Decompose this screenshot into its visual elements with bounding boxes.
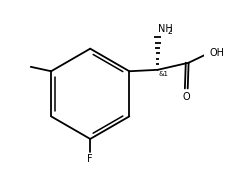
- Text: &1: &1: [158, 71, 168, 77]
- Text: O: O: [182, 92, 190, 102]
- Text: F: F: [87, 154, 93, 164]
- Text: NH: NH: [158, 24, 172, 34]
- Text: 2: 2: [167, 27, 172, 36]
- Text: OH: OH: [209, 48, 224, 58]
